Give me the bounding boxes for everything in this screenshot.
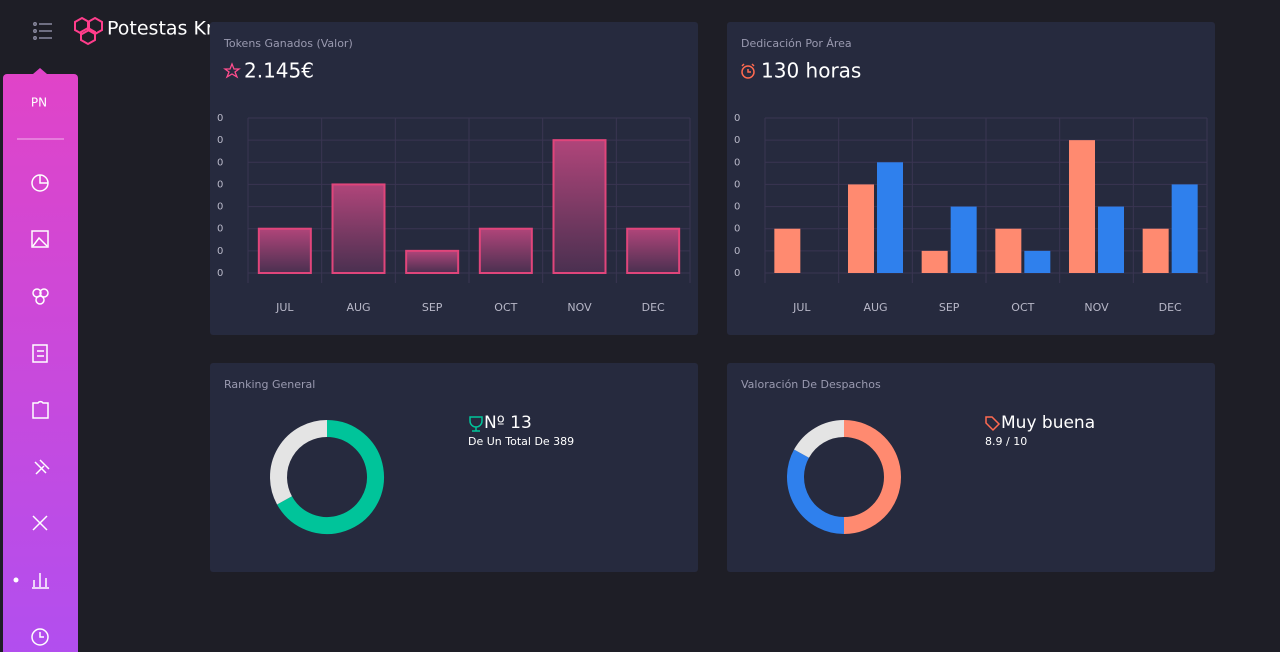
bar: [1171, 184, 1198, 273]
logo[interactable]: [74, 16, 103, 46]
donut-segment: [277, 420, 384, 534]
donut-segment: [794, 420, 845, 459]
stat-value: Muy buena: [1001, 413, 1095, 433]
y-tick-label: 0: [734, 157, 740, 168]
avatar[interactable]: PN: [31, 96, 47, 110]
y-tick-label: 0: [734, 113, 740, 124]
y-tick-label: 0: [734, 202, 740, 213]
trophy-icon: [469, 416, 483, 432]
y-tick-label: 0: [217, 157, 223, 168]
bar: [774, 228, 801, 273]
bar: [877, 162, 903, 273]
bar: [1098, 206, 1124, 273]
card-title: Tokens Ganados (Valor): [223, 37, 353, 50]
bar: [257, 227, 312, 274]
donut-segment: [787, 449, 845, 534]
sidebar: [3, 74, 78, 652]
stat-detail: De Un Total De 389: [468, 435, 574, 448]
y-tick-label: 0: [734, 268, 740, 279]
y-tick-label: 0: [217, 224, 223, 235]
y-tick-label: 0: [734, 135, 740, 146]
bar: [331, 183, 386, 274]
bar: [950, 206, 977, 273]
donut-segment: [270, 420, 328, 505]
y-tick-label: 0: [217, 113, 223, 124]
y-tick-label: 0: [217, 135, 223, 146]
card-title: Dedicación Por Área: [741, 37, 852, 50]
y-tick-label: 0: [734, 179, 740, 190]
bar: [478, 227, 533, 274]
active-dot: [13, 577, 19, 583]
card-title: Valoración De Despachos: [741, 378, 881, 391]
bar: [1142, 228, 1169, 273]
y-tick-label: 0: [734, 246, 740, 257]
x-tick-label: JUL: [275, 301, 294, 314]
alarm-icon: [741, 63, 755, 79]
star-icon: [223, 62, 241, 79]
stat-detail: 8.9 / 10: [985, 435, 1027, 448]
donut-segment: [843, 420, 901, 534]
bar: [995, 228, 1022, 273]
x-tick-label: AUG: [346, 301, 370, 314]
bar: [921, 250, 948, 273]
x-tick-label: OCT: [1011, 301, 1034, 314]
headline: 130 horas: [761, 59, 861, 83]
stat-value: Nº 13: [484, 413, 532, 433]
bar: [1024, 250, 1051, 273]
x-tick-label: AUG: [863, 301, 887, 314]
menu-toggle[interactable]: [33, 22, 52, 40]
x-tick-label: JUL: [792, 301, 811, 314]
x-tick-label: SEP: [939, 301, 960, 314]
headline: 2.145€: [244, 59, 314, 83]
x-tick-label: OCT: [494, 301, 517, 314]
y-tick-label: 0: [217, 246, 223, 257]
y-tick-label: 0: [217, 268, 223, 279]
nav-icons[interactable]: [31, 174, 50, 646]
sidebar-pointer: [33, 68, 47, 74]
bar: [1069, 140, 1095, 273]
y-tick-label: 0: [734, 224, 740, 235]
y-tick-label: 0: [217, 202, 223, 213]
y-tick-label: 0: [217, 179, 223, 190]
x-tick-label: DEC: [1159, 301, 1182, 314]
bar: [405, 249, 460, 275]
x-tick-label: NOV: [567, 301, 592, 314]
tag-icon: [985, 416, 1001, 432]
card-title: Ranking General: [224, 378, 315, 391]
bar: [552, 139, 607, 274]
bar: [626, 227, 681, 274]
x-tick-label: NOV: [1084, 301, 1109, 314]
x-tick-label: SEP: [422, 301, 443, 314]
x-tick-label: DEC: [642, 301, 665, 314]
bar: [848, 184, 874, 273]
